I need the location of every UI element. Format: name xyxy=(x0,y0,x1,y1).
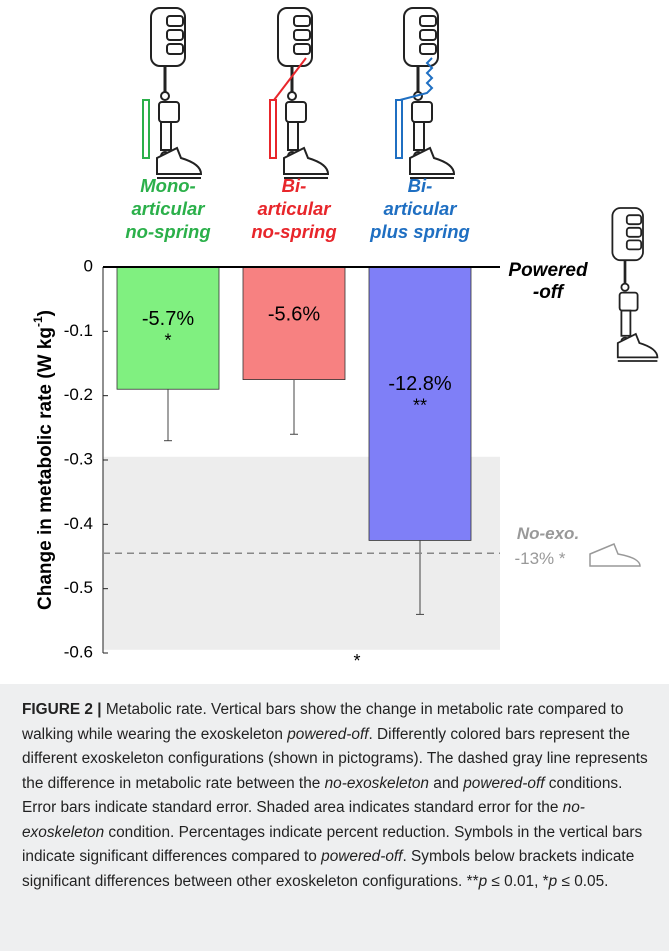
pictogram xyxy=(269,6,330,180)
caption-text: . Symbols below brackets indicate signif… xyxy=(22,848,635,890)
bar-label: -5.7% xyxy=(142,308,194,330)
category-label: plus spring xyxy=(369,221,470,242)
y-tick-label: -0.1 xyxy=(64,321,93,340)
bar xyxy=(368,266,472,541)
pictogram xyxy=(142,6,203,180)
caption-text: ≤ 0.05. xyxy=(557,872,609,890)
caption-text: Metabolic rate. Vertical bars show the c… xyxy=(22,701,624,743)
baseline-label: Powered xyxy=(508,260,588,281)
y-tick-label: -0.5 xyxy=(64,578,93,597)
caption-text: powered-off xyxy=(321,848,403,865)
caption-text: p xyxy=(548,872,558,890)
y-tick-label: 0 xyxy=(84,256,93,275)
bracket-label: * xyxy=(353,651,360,671)
bar-significance: ** xyxy=(413,395,427,415)
reference-label: No-exo. xyxy=(517,524,579,543)
caption-text: no-exoskeleton xyxy=(324,774,429,792)
y-tick-label: -0.4 xyxy=(64,514,93,533)
category-label: articular xyxy=(383,198,458,219)
caption-text: powered-off xyxy=(463,774,545,792)
caption-text: condition. Percentages indicate percent … xyxy=(22,823,643,866)
caption-text: and xyxy=(428,774,464,792)
caption-text: powered-off xyxy=(287,725,369,743)
caption-text: p xyxy=(478,872,488,890)
chart: * 0 -0.1 -0.2 -0.3 -0.4 -0.5 -0.6 Change in met… xyxy=(31,6,659,671)
bar-significance: * xyxy=(164,330,171,350)
y-axis-title-part: -1 xyxy=(31,316,45,327)
category-label: no-spring xyxy=(125,221,210,242)
y-axis-title: Change in metabolic rate (W kg-1) xyxy=(31,310,56,610)
caption-text: no-exoskeleton xyxy=(22,799,585,841)
bar xyxy=(242,266,346,380)
y-axis-title-part: ) xyxy=(35,310,56,316)
category-label: articular xyxy=(257,198,332,219)
baseline-label: -off xyxy=(533,282,565,303)
y-tick-label: -0.2 xyxy=(64,385,93,404)
bar-label: -5.6% xyxy=(268,304,320,326)
category-label: Bi- xyxy=(282,175,307,196)
category-label: Bi- xyxy=(408,175,433,196)
caption: FIGURE 2 | Metabolic rate. Vertical bars… xyxy=(0,684,669,951)
pictogram xyxy=(611,206,659,363)
bar xyxy=(116,266,220,390)
bar-label: -12.8% xyxy=(388,373,452,395)
caption-text: FIGURE 2 | xyxy=(22,701,102,718)
y-tick-label: -0.3 xyxy=(64,449,93,468)
category-label: articular xyxy=(131,198,206,219)
y-tick-label: -0.6 xyxy=(64,642,93,661)
caption-text: ≤ 0.01, * xyxy=(487,872,549,890)
shoe-icon xyxy=(589,543,641,567)
pictogram xyxy=(395,6,456,180)
caption-text: conditions. Error bars indicate standard… xyxy=(22,774,623,817)
category-label: no-spring xyxy=(251,221,336,242)
y-axis-title-part: Change in metabolic rate (W kg xyxy=(35,327,56,610)
reference-note: -13% * xyxy=(514,549,565,568)
caption-text: . Differently colored bars represent the… xyxy=(22,725,648,792)
category-label: Mono- xyxy=(140,175,195,196)
